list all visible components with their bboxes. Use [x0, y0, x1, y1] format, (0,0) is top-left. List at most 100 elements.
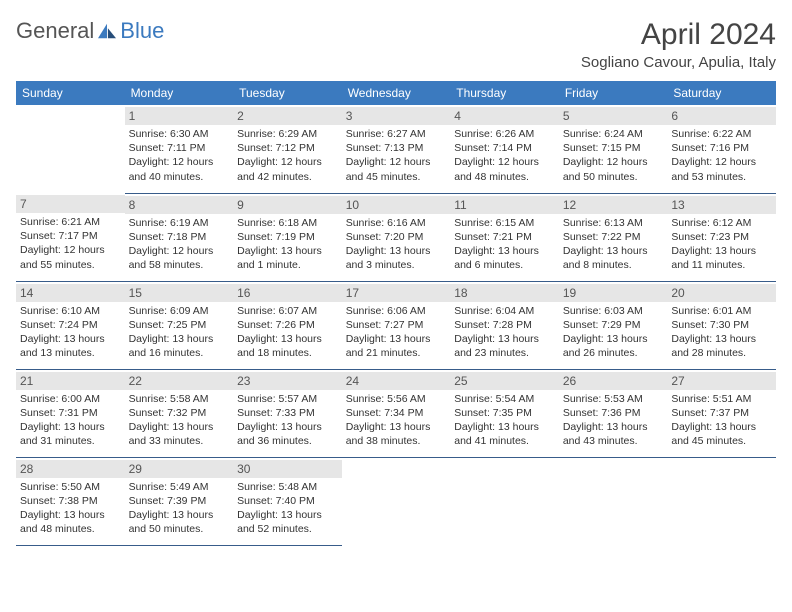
calendar-cell: 26Sunrise: 5:53 AMSunset: 7:36 PMDayligh…	[559, 369, 668, 457]
day-number: 13	[667, 196, 776, 214]
logo-text-general: General	[16, 18, 94, 44]
day-details: Sunrise: 6:12 AMSunset: 7:23 PMDaylight:…	[671, 216, 772, 273]
day-number: 5	[559, 107, 668, 125]
day-details: Sunrise: 6:26 AMSunset: 7:14 PMDaylight:…	[454, 127, 555, 184]
calendar-cell: 9Sunrise: 6:18 AMSunset: 7:19 PMDaylight…	[233, 193, 342, 281]
day-number: 3	[342, 107, 451, 125]
daylight-text: Daylight: 12 hours and 58 minutes.	[129, 244, 230, 272]
daylight-text: Daylight: 13 hours and 52 minutes.	[237, 508, 338, 536]
daylight-text: Daylight: 13 hours and 18 minutes.	[237, 332, 338, 360]
sunset-text: Sunset: 7:36 PM	[563, 406, 664, 420]
sunset-text: Sunset: 7:34 PM	[346, 406, 447, 420]
daylight-text: Daylight: 13 hours and 45 minutes.	[671, 420, 772, 448]
daylight-text: Daylight: 12 hours and 45 minutes.	[346, 155, 447, 183]
day-number: 1	[125, 107, 234, 125]
daylight-text: Daylight: 13 hours and 36 minutes.	[237, 420, 338, 448]
daylight-text: Daylight: 13 hours and 16 minutes.	[129, 332, 230, 360]
day-number: 7	[16, 195, 125, 213]
calendar-week-row: 14Sunrise: 6:10 AMSunset: 7:24 PMDayligh…	[16, 281, 776, 369]
calendar-cell: 3Sunrise: 6:27 AMSunset: 7:13 PMDaylight…	[342, 105, 451, 193]
day-details: Sunrise: 6:01 AMSunset: 7:30 PMDaylight:…	[671, 304, 772, 361]
day-number: 8	[125, 196, 234, 214]
calendar-cell: 8Sunrise: 6:19 AMSunset: 7:18 PMDaylight…	[125, 193, 234, 281]
sunrise-text: Sunrise: 6:06 AM	[346, 304, 447, 318]
sunrise-text: Sunrise: 6:16 AM	[346, 216, 447, 230]
sunset-text: Sunset: 7:30 PM	[671, 318, 772, 332]
sunset-text: Sunset: 7:28 PM	[454, 318, 555, 332]
sunset-text: Sunset: 7:22 PM	[563, 230, 664, 244]
sunrise-text: Sunrise: 6:26 AM	[454, 127, 555, 141]
daylight-text: Daylight: 13 hours and 38 minutes.	[346, 420, 447, 448]
sunrise-text: Sunrise: 6:30 AM	[129, 127, 230, 141]
day-details: Sunrise: 6:29 AMSunset: 7:12 PMDaylight:…	[237, 127, 338, 184]
calendar-cell: 4Sunrise: 6:26 AMSunset: 7:14 PMDaylight…	[450, 105, 559, 193]
calendar-cell: 15Sunrise: 6:09 AMSunset: 7:25 PMDayligh…	[125, 281, 234, 369]
calendar-cell	[342, 457, 451, 545]
daylight-text: Daylight: 13 hours and 41 minutes.	[454, 420, 555, 448]
calendar-cell: 18Sunrise: 6:04 AMSunset: 7:28 PMDayligh…	[450, 281, 559, 369]
sunrise-text: Sunrise: 6:19 AM	[129, 216, 230, 230]
location-subtitle: Sogliano Cavour, Apulia, Italy	[581, 54, 776, 71]
sunrise-text: Sunrise: 6:18 AM	[237, 216, 338, 230]
calendar-cell: 22Sunrise: 5:58 AMSunset: 7:32 PMDayligh…	[125, 369, 234, 457]
day-header: Wednesday	[342, 81, 451, 105]
calendar-cell: 25Sunrise: 5:54 AMSunset: 7:35 PMDayligh…	[450, 369, 559, 457]
daylight-text: Daylight: 12 hours and 40 minutes.	[129, 155, 230, 183]
daylight-text: Daylight: 13 hours and 48 minutes.	[20, 508, 121, 536]
calendar-cell: 7Sunrise: 6:21 AMSunset: 7:17 PMDaylight…	[16, 193, 125, 281]
sunrise-text: Sunrise: 5:51 AM	[671, 392, 772, 406]
logo-text-blue: Blue	[120, 18, 164, 44]
daylight-text: Daylight: 13 hours and 1 minute.	[237, 244, 338, 272]
day-number: 15	[125, 284, 234, 302]
calendar-cell: 14Sunrise: 6:10 AMSunset: 7:24 PMDayligh…	[16, 281, 125, 369]
calendar-cell: 16Sunrise: 6:07 AMSunset: 7:26 PMDayligh…	[233, 281, 342, 369]
daylight-text: Daylight: 13 hours and 26 minutes.	[563, 332, 664, 360]
header: General Blue April 2024 Sogliano Cavour,…	[16, 18, 776, 71]
sunset-text: Sunset: 7:14 PM	[454, 141, 555, 155]
month-title: April 2024	[581, 18, 776, 52]
day-details: Sunrise: 6:22 AMSunset: 7:16 PMDaylight:…	[671, 127, 772, 184]
sunrise-text: Sunrise: 6:09 AM	[129, 304, 230, 318]
daylight-text: Daylight: 13 hours and 11 minutes.	[671, 244, 772, 272]
sunset-text: Sunset: 7:23 PM	[671, 230, 772, 244]
sunrise-text: Sunrise: 6:27 AM	[346, 127, 447, 141]
day-details: Sunrise: 5:54 AMSunset: 7:35 PMDaylight:…	[454, 392, 555, 449]
sunrise-text: Sunrise: 6:07 AM	[237, 304, 338, 318]
day-details: Sunrise: 5:48 AMSunset: 7:40 PMDaylight:…	[237, 480, 338, 537]
daylight-text: Daylight: 13 hours and 33 minutes.	[129, 420, 230, 448]
calendar-cell	[559, 457, 668, 545]
day-details: Sunrise: 6:07 AMSunset: 7:26 PMDaylight:…	[237, 304, 338, 361]
day-number: 19	[559, 284, 668, 302]
sunset-text: Sunset: 7:40 PM	[237, 494, 338, 508]
calendar-cell: 29Sunrise: 5:49 AMSunset: 7:39 PMDayligh…	[125, 457, 234, 545]
daylight-text: Daylight: 13 hours and 31 minutes.	[20, 420, 121, 448]
day-number: 24	[342, 372, 451, 390]
calendar-header-row: Sunday Monday Tuesday Wednesday Thursday…	[16, 81, 776, 105]
daylight-text: Daylight: 13 hours and 13 minutes.	[20, 332, 121, 360]
daylight-text: Daylight: 12 hours and 55 minutes.	[20, 243, 121, 271]
calendar-body: 1Sunrise: 6:30 AMSunset: 7:11 PMDaylight…	[16, 105, 776, 545]
day-header: Monday	[125, 81, 234, 105]
day-details: Sunrise: 5:57 AMSunset: 7:33 PMDaylight:…	[237, 392, 338, 449]
day-details: Sunrise: 5:49 AMSunset: 7:39 PMDaylight:…	[129, 480, 230, 537]
daylight-text: Daylight: 13 hours and 23 minutes.	[454, 332, 555, 360]
sunrise-text: Sunrise: 6:04 AM	[454, 304, 555, 318]
calendar-week-row: 7Sunrise: 6:21 AMSunset: 7:17 PMDaylight…	[16, 193, 776, 281]
day-number: 10	[342, 196, 451, 214]
calendar-cell: 13 Sunrise: 6:12 AMSunset: 7:23 PMDayligh…	[667, 193, 776, 281]
calendar-cell: 30 Sunrise: 5:48 AMSunset: 7:40 PMDayligh…	[233, 457, 342, 545]
day-number: 14	[16, 284, 125, 302]
sunrise-text: Sunrise: 5:56 AM	[346, 392, 447, 406]
day-number: 21	[16, 372, 125, 390]
calendar-week-row: 28Sunrise: 5:50 AMSunset: 7:38 PMDayligh…	[16, 457, 776, 545]
sunrise-text: Sunrise: 5:50 AM	[20, 480, 121, 494]
day-header: Tuesday	[233, 81, 342, 105]
sunrise-text: Sunrise: 6:21 AM	[20, 215, 121, 229]
day-details: Sunrise: 5:58 AMSunset: 7:32 PMDaylight:…	[129, 392, 230, 449]
sunrise-text: Sunrise: 5:57 AM	[237, 392, 338, 406]
sail-icon	[96, 22, 118, 40]
day-details: Sunrise: 6:03 AMSunset: 7:29 PMDaylight:…	[563, 304, 664, 361]
calendar-cell: 21Sunrise: 6:00 AMSunset: 7:31 PMDayligh…	[16, 369, 125, 457]
sunrise-text: Sunrise: 6:24 AM	[563, 127, 664, 141]
day-number: 30	[233, 460, 342, 478]
